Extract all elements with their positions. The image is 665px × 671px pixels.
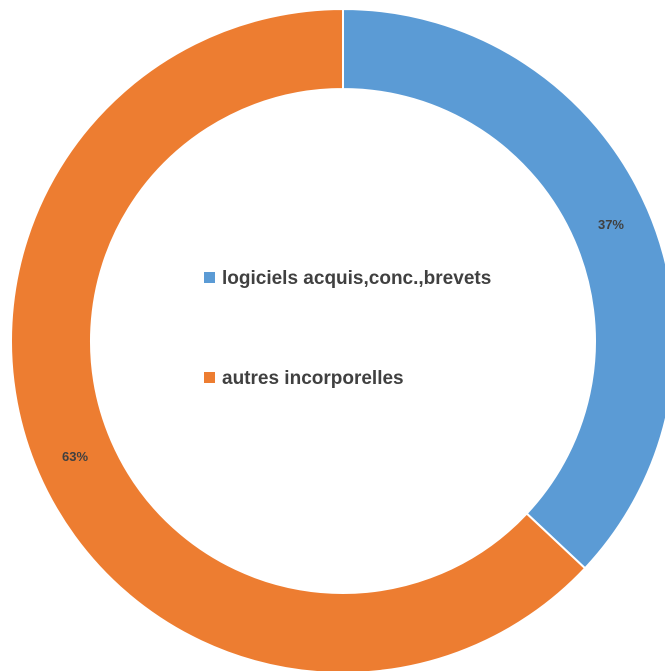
legend-swatch-0 [204, 272, 215, 283]
legend-item-0[interactable]: logiciels acquis,conc.,brevets [204, 268, 491, 289]
donut-slice-1[interactable] [10, 7, 587, 671]
data-label-1: 63% [62, 449, 88, 464]
data-label-0: 37% [598, 217, 624, 232]
data-labels: 37% 63% [62, 217, 624, 464]
legend-label-1: autres incorporelles [222, 368, 404, 389]
legend-item-1[interactable]: autres incorporelles [204, 368, 404, 389]
legend: logiciels acquis,conc.,brevets autres in… [204, 268, 491, 389]
legend-label-0: logiciels acquis,conc.,brevets [222, 268, 491, 289]
donut-slices [10, 7, 665, 671]
legend-swatch-1 [204, 372, 215, 383]
donut-slice-0[interactable] [342, 7, 665, 570]
